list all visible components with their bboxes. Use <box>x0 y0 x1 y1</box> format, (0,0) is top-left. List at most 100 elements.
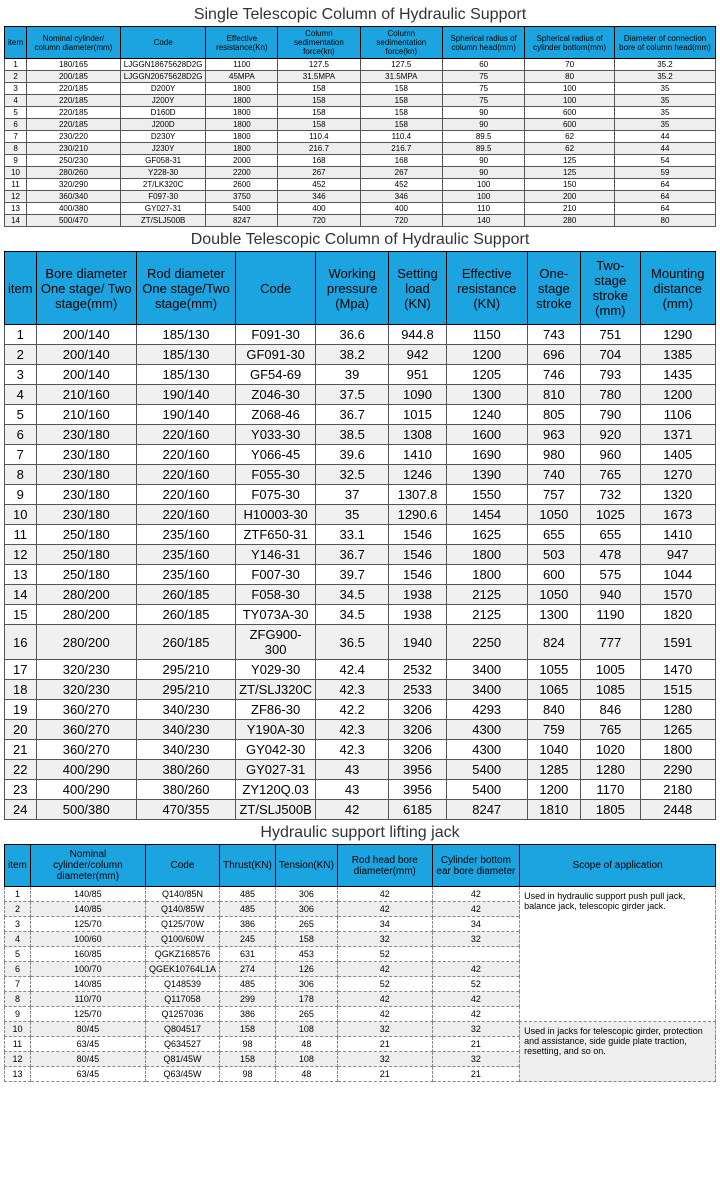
table-cell: 158 <box>278 95 360 107</box>
table-cell: 1280 <box>640 700 715 720</box>
table-cell: 235/160 <box>136 565 235 585</box>
table-cell: 340/230 <box>136 720 235 740</box>
table-cell: 158 <box>275 932 337 947</box>
table-cell: 42 <box>432 1007 520 1022</box>
table-cell: 2180 <box>640 780 715 800</box>
table-cell: F007-30 <box>236 565 316 585</box>
table-cell: F075-30 <box>236 485 316 505</box>
table-cell: 20 <box>5 720 37 740</box>
table-cell: 3400 <box>446 660 527 680</box>
table-cell: 320/230 <box>36 660 136 680</box>
table-row: 7230/220D230Y1800110.4110.489.56244 <box>5 131 716 143</box>
table-cell: 230/180 <box>36 425 136 445</box>
table-cell: 158 <box>360 83 442 95</box>
table-cell: 1050 <box>527 585 581 605</box>
table-cell: 220/160 <box>136 445 235 465</box>
table-cell: 13 <box>5 203 27 215</box>
table-cell: 631 <box>220 947 276 962</box>
table-cell: 500/380 <box>36 800 136 820</box>
table-cell: 52 <box>432 977 520 992</box>
table-cell: 8247 <box>446 800 527 820</box>
table-cell: 158 <box>360 119 442 131</box>
table-cell: 1246 <box>389 465 447 485</box>
table-cell: 944.8 <box>389 325 447 345</box>
table-cell: 1470 <box>640 660 715 680</box>
table-cell: QGKZ168576 <box>145 947 219 962</box>
column-header: Nominal cylinder/ column diameter(mm) <box>27 27 121 59</box>
table-cell: 1800 <box>206 95 278 107</box>
table-cell: J200Y <box>120 95 206 107</box>
table-cell: ZF86-30 <box>236 700 316 720</box>
table-cell: 1454 <box>446 505 527 525</box>
table-cell: Q100/60W <box>145 932 219 947</box>
column-header: Rod head bore diameter(mm) <box>337 845 432 887</box>
table-cell: 230/210 <box>27 143 121 155</box>
table-cell: 5400 <box>446 780 527 800</box>
table-cell: ZTF650-31 <box>236 525 316 545</box>
table-cell: 1410 <box>640 525 715 545</box>
table-cell: 17 <box>5 660 37 680</box>
table-cell: 45MPA <box>206 71 278 83</box>
table-cell: 3 <box>5 917 31 932</box>
table-cell: 5400 <box>446 760 527 780</box>
table-cell: 500/470 <box>27 215 121 227</box>
table-cell: 6 <box>5 962 31 977</box>
table-cell: 11 <box>5 179 27 191</box>
table-cell: Q1257036 <box>145 1007 219 1022</box>
table-cell: 942 <box>389 345 447 365</box>
table-cell: 1090 <box>389 385 447 405</box>
table-row: 2200/140185/130GF091-3038.29421200696704… <box>5 345 716 365</box>
table-cell: 8 <box>5 992 31 1007</box>
table-cell: 4 <box>5 932 31 947</box>
table-cell: 960 <box>581 445 640 465</box>
table-cell: 37.5 <box>316 385 389 405</box>
table-cell: 765 <box>581 720 640 740</box>
table-cell: 1800 <box>640 740 715 760</box>
table-cell: 64 <box>614 203 715 215</box>
table-cell: 780 <box>581 385 640 405</box>
table-cell: 732 <box>581 485 640 505</box>
table-cell: 1800 <box>446 565 527 585</box>
table-cell: 230/180 <box>36 485 136 505</box>
table-cell: 210 <box>525 203 615 215</box>
table-cell: 220/185 <box>27 83 121 95</box>
table-cell: 740 <box>527 465 581 485</box>
table-cell: 18 <box>5 680 37 700</box>
table-cell: 185/130 <box>136 325 235 345</box>
table-cell: D230Y <box>120 131 206 143</box>
table-cell: 185/130 <box>136 345 235 365</box>
table-cell: 1550 <box>446 485 527 505</box>
table-cell: 1800 <box>206 83 278 95</box>
table-cell: 5 <box>5 405 37 425</box>
table-cell: 1940 <box>389 625 447 660</box>
table-cell: 75 <box>443 83 525 95</box>
table-cell: 746 <box>527 365 581 385</box>
table-cell: 42 <box>316 800 389 820</box>
column-header: Effective resistance (KN) <box>446 252 527 325</box>
table-cell: 1200 <box>527 780 581 800</box>
table-cell: 2 <box>5 902 31 917</box>
table-cell: 1050 <box>527 505 581 525</box>
table-cell: 140 <box>443 215 525 227</box>
table-cell: 220/160 <box>136 425 235 445</box>
column-header: item <box>5 845 31 887</box>
table-cell: 160/85 <box>30 947 145 962</box>
column-header: One-stage stroke <box>527 252 581 325</box>
scope-cell: Used in jacks for telescopic girder, pro… <box>520 1022 716 1082</box>
column-header: Thrust(KN) <box>220 845 276 887</box>
table-cell: 655 <box>527 525 581 545</box>
table-cell: 5 <box>5 107 27 119</box>
table-cell: 158 <box>360 107 442 119</box>
table-cell: 35.2 <box>614 71 715 83</box>
table-cell: 100 <box>525 95 615 107</box>
table-row: 16280/200260/185ZFG900-30036.51940225082… <box>5 625 716 660</box>
table-cell: 840 <box>527 700 581 720</box>
table-cell: 380/260 <box>136 780 235 800</box>
table-cell: 470/355 <box>136 800 235 820</box>
table-row: 6220/185J200D18001581589060035 <box>5 119 716 131</box>
table-cell: 235/160 <box>136 525 235 545</box>
table-cell: 200 <box>525 191 615 203</box>
table-cell: 220/160 <box>136 485 235 505</box>
table-cell: 280/200 <box>36 585 136 605</box>
table-row: 11320/2902T/LK320C260045245210015064 <box>5 179 716 191</box>
